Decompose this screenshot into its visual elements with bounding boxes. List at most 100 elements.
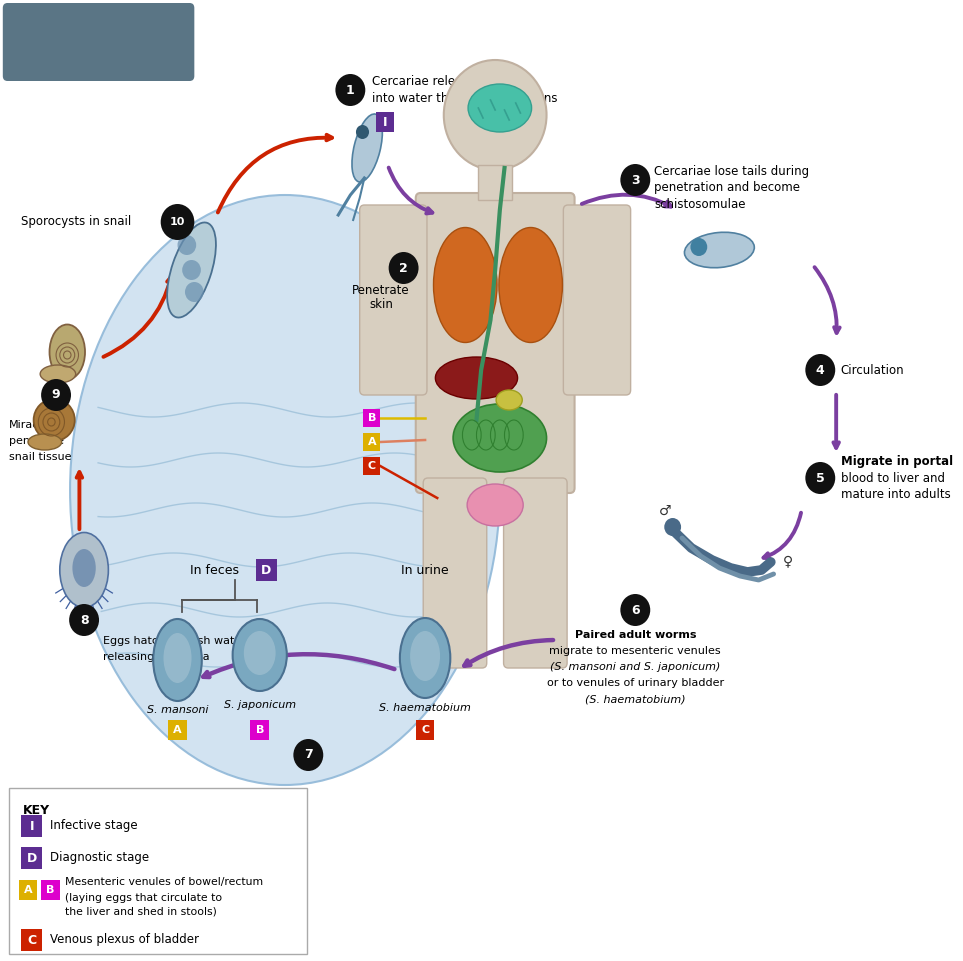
Text: 9: 9: [52, 388, 61, 402]
Text: 5: 5: [816, 472, 824, 484]
FancyBboxPatch shape: [3, 3, 195, 81]
Text: or to venules of urinary bladder: or to venules of urinary bladder: [547, 678, 724, 688]
Text: (S. haematobium): (S. haematobium): [585, 694, 686, 704]
Text: 4: 4: [816, 363, 824, 377]
Ellipse shape: [499, 228, 562, 342]
Circle shape: [444, 60, 547, 170]
Text: schistosomulae: schistosomulae: [654, 198, 745, 210]
Text: B: B: [368, 413, 376, 423]
Text: S. japonicum: S. japonicum: [223, 700, 296, 710]
Text: D: D: [27, 851, 37, 865]
Ellipse shape: [351, 114, 382, 182]
Ellipse shape: [244, 631, 275, 675]
FancyBboxPatch shape: [504, 478, 567, 668]
Text: ♂: ♂: [659, 504, 671, 518]
FancyBboxPatch shape: [363, 433, 380, 451]
Ellipse shape: [34, 399, 75, 441]
Text: Infective stage: Infective stage: [50, 820, 138, 832]
FancyBboxPatch shape: [376, 112, 394, 132]
FancyBboxPatch shape: [10, 788, 307, 954]
Ellipse shape: [168, 222, 216, 317]
Text: (laying eggs that circulate to: (laying eggs that circulate to: [65, 893, 222, 903]
FancyBboxPatch shape: [360, 205, 427, 395]
Text: B: B: [46, 885, 55, 895]
FancyBboxPatch shape: [563, 205, 631, 395]
Text: ♀: ♀: [783, 554, 794, 568]
Text: skin: skin: [369, 299, 393, 311]
Circle shape: [805, 354, 835, 386]
Circle shape: [690, 238, 707, 256]
Circle shape: [620, 594, 650, 626]
FancyBboxPatch shape: [423, 478, 486, 668]
Text: A: A: [24, 885, 33, 895]
FancyBboxPatch shape: [169, 720, 187, 740]
Text: Sporocysts in snail: Sporocysts in snail: [20, 215, 131, 229]
Ellipse shape: [153, 619, 202, 701]
Ellipse shape: [233, 619, 287, 691]
Circle shape: [664, 518, 681, 536]
Text: Paired adult worms: Paired adult worms: [575, 630, 696, 640]
Ellipse shape: [70, 195, 500, 785]
Circle shape: [620, 164, 650, 196]
Text: A: A: [368, 437, 377, 447]
Text: 6: 6: [631, 604, 639, 617]
Circle shape: [294, 739, 324, 771]
Ellipse shape: [60, 532, 109, 607]
Text: S. haematobium: S. haematobium: [379, 703, 471, 713]
Ellipse shape: [49, 325, 85, 380]
Text: C: C: [27, 933, 37, 947]
Circle shape: [185, 282, 203, 302]
Circle shape: [335, 74, 365, 106]
FancyBboxPatch shape: [479, 165, 512, 200]
Ellipse shape: [468, 84, 532, 132]
Text: snail tissue: snail tissue: [10, 452, 72, 462]
FancyBboxPatch shape: [21, 929, 42, 951]
Text: Mesenteric venules of bowel/rectum: Mesenteric venules of bowel/rectum: [65, 877, 264, 887]
FancyBboxPatch shape: [18, 880, 38, 900]
Text: C: C: [421, 725, 429, 735]
Ellipse shape: [400, 618, 451, 698]
Text: S. mansoni: S. mansoni: [146, 705, 208, 715]
Text: penetrate: penetrate: [10, 436, 65, 446]
Text: 1: 1: [346, 84, 354, 96]
Ellipse shape: [40, 365, 76, 383]
Circle shape: [41, 379, 71, 411]
Text: 2: 2: [400, 261, 408, 275]
Text: Miracidia: Miracidia: [10, 420, 60, 430]
Ellipse shape: [410, 631, 440, 681]
Text: KEY: KEY: [22, 804, 49, 817]
FancyBboxPatch shape: [363, 457, 380, 475]
Text: penetration and become: penetration and become: [654, 182, 800, 194]
Ellipse shape: [685, 233, 754, 268]
Text: Migrate in portal: Migrate in portal: [841, 456, 953, 469]
Ellipse shape: [433, 228, 497, 342]
Text: migrate to mesenteric venules: migrate to mesenteric venules: [550, 646, 721, 656]
FancyBboxPatch shape: [256, 559, 276, 581]
Text: Eggs hatch in fresh water: Eggs hatch in fresh water: [103, 636, 246, 646]
Text: Schistosomiasis: Schistosomiasis: [17, 29, 179, 47]
Text: 8: 8: [80, 613, 89, 627]
Ellipse shape: [454, 404, 547, 472]
Text: Penetrate: Penetrate: [352, 283, 410, 297]
Text: releasing miracidia: releasing miracidia: [103, 652, 209, 662]
Circle shape: [69, 604, 99, 636]
Text: B: B: [255, 725, 264, 735]
Text: Circulation: Circulation: [841, 363, 904, 377]
Text: Cercariae lose tails during: Cercariae lose tails during: [654, 165, 809, 179]
FancyBboxPatch shape: [416, 193, 575, 493]
Text: into water then infects humans: into water then infects humans: [372, 91, 558, 105]
Circle shape: [177, 235, 196, 255]
Text: blood to liver and: blood to liver and: [841, 472, 945, 484]
FancyBboxPatch shape: [21, 847, 42, 869]
FancyBboxPatch shape: [416, 720, 434, 740]
Text: the liver and shed in stools): the liver and shed in stools): [65, 907, 218, 917]
FancyBboxPatch shape: [21, 815, 42, 837]
FancyBboxPatch shape: [41, 880, 60, 900]
Ellipse shape: [28, 434, 62, 450]
Ellipse shape: [164, 633, 192, 683]
Circle shape: [805, 462, 835, 494]
Text: (S. mansoni and S. japonicum): (S. mansoni and S. japonicum): [550, 662, 720, 672]
Ellipse shape: [496, 390, 522, 410]
FancyBboxPatch shape: [363, 409, 380, 427]
Text: D: D: [261, 563, 272, 577]
